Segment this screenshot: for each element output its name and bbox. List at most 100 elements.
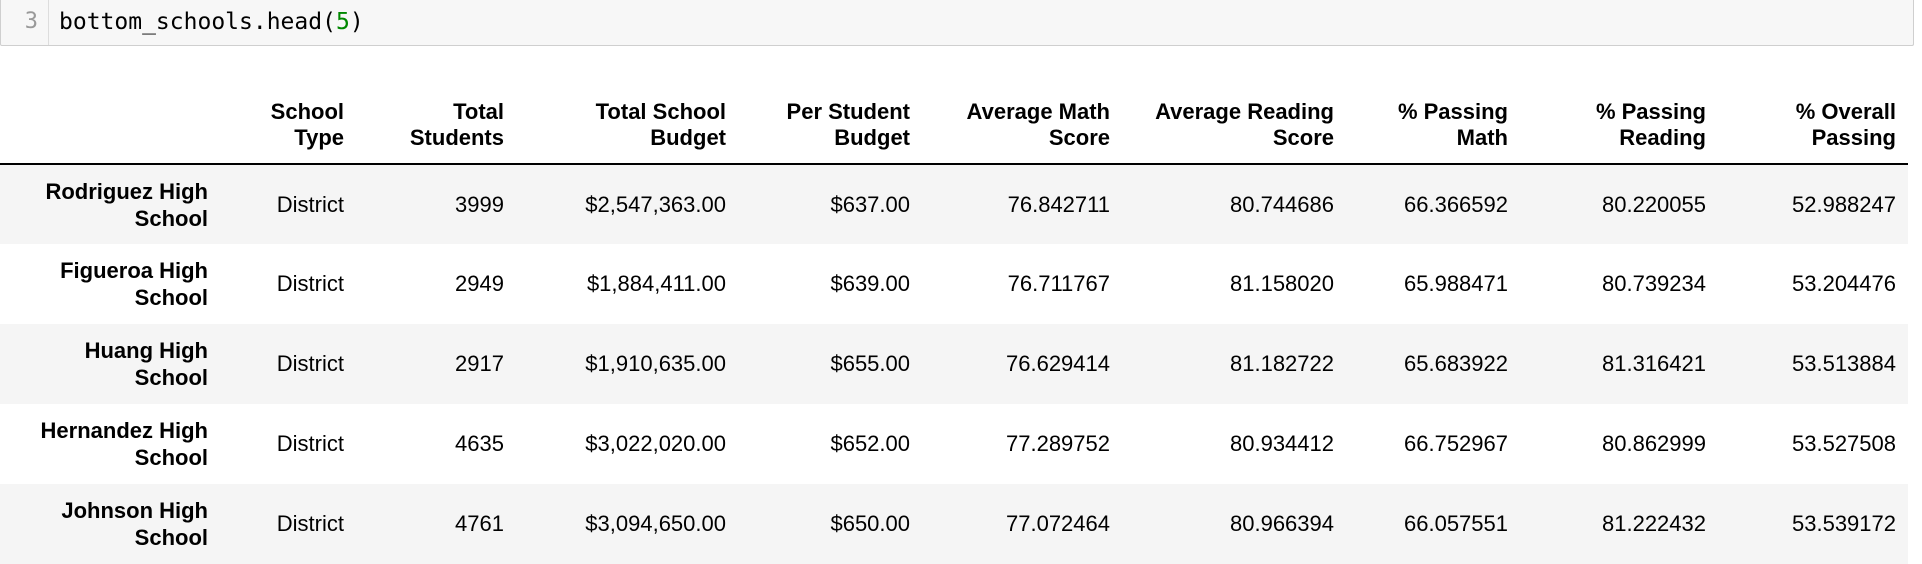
column-header-line: Average Reading [1155, 99, 1334, 124]
row-index: Hernandez High School [0, 404, 220, 484]
row-index: Figueroa High School [0, 244, 220, 324]
column-header-line: Students [409, 125, 504, 150]
table-cell: District [276, 511, 344, 536]
table-cell: 81.158020 [1230, 271, 1334, 296]
table-cell: 4761 [455, 511, 504, 536]
row-index-line: School [134, 525, 208, 550]
column-header-line: Score [1272, 125, 1334, 150]
table-row: Figueroa High School District 2949 $1,884,41… [0, 244, 1908, 324]
column-header-line: Score [1048, 125, 1110, 150]
column-header-line: Reading [1619, 125, 1706, 150]
column-header-line: Math [1456, 125, 1508, 150]
table-body: Rodriguez High School District 3999 $2,547,3… [0, 164, 1908, 564]
table-cell: $3,022,020.00 [585, 431, 726, 456]
row-index: Huang High School [0, 324, 220, 404]
row-index-line: Rodriguez High [45, 178, 208, 204]
column-header-line: Per Student [786, 99, 910, 124]
column-header-line: % Passing [1397, 99, 1508, 124]
table-cell: 77.289752 [1006, 431, 1110, 456]
column-header: Total Students [356, 92, 516, 165]
table-cell: District [276, 351, 344, 376]
cell-output: School Type Total Students Total School Budge… [0, 92, 1922, 564]
column-header: Per Student Budget [738, 92, 922, 165]
code-line[interactable]: bottom_schools.head(5) [59, 0, 364, 45]
table-cell: 53.513884 [1792, 351, 1896, 376]
table-cell: $655.00 [830, 351, 910, 376]
table-cell: $639.00 [830, 271, 910, 296]
line-number: 3 [1, 0, 49, 45]
table-cell: 80.220055 [1602, 191, 1706, 217]
column-header-line: Total School [595, 99, 726, 124]
table-row: Huang High School District 2917 $1,910,635.0… [0, 324, 1908, 404]
table-row: Rodriguez High School District 3999 $2,547,3… [0, 164, 1908, 244]
table-cell: District [276, 431, 344, 456]
table-cell: 53.539172 [1792, 511, 1896, 536]
table-cell: 2917 [455, 351, 504, 376]
row-index-line: School [134, 365, 208, 390]
table-cell: $2,547,363.00 [585, 191, 726, 217]
column-header: Average Math Score [922, 92, 1122, 165]
table-cell: 53.527508 [1792, 431, 1896, 456]
table-cell: 80.966394 [1230, 511, 1334, 536]
table-cell: 81.182722 [1230, 351, 1334, 376]
table-cell: $652.00 [830, 431, 910, 456]
table-cell: 81.222432 [1602, 511, 1706, 536]
table-row: Johnson High School District 4761 $3,094,650… [0, 484, 1908, 564]
table-cell: 81.316421 [1602, 351, 1706, 376]
column-header-line: Passing [1811, 125, 1896, 150]
table-cell: 66.752967 [1404, 431, 1508, 456]
table-cell: 2949 [455, 271, 504, 296]
code-argument: 5 [335, 9, 350, 35]
column-header: % Passing Reading [1520, 92, 1718, 165]
table-cell: 53.204476 [1792, 271, 1896, 296]
column-header-line: % Overall [1795, 99, 1896, 124]
column-header: % Passing Math [1346, 92, 1520, 165]
table-cell: $3,094,650.00 [585, 511, 726, 536]
header-row: School Type Total Students Total School Budge… [0, 92, 1908, 165]
table-cell: 77.072464 [1006, 511, 1110, 536]
table-cell: 66.366592 [1404, 191, 1508, 217]
row-index: Johnson High School [0, 484, 220, 564]
column-header: School Type [220, 92, 356, 165]
table-cell: 65.683922 [1404, 351, 1508, 376]
table-cell: 4635 [455, 431, 504, 456]
column-header-line: % Passing [1595, 99, 1706, 124]
index-header [0, 92, 220, 165]
table-cell: 52.988247 [1792, 191, 1896, 217]
column-header: % Overall Passing [1718, 92, 1908, 165]
column-header-line: School [270, 99, 344, 124]
row-index: Rodriguez High School [0, 164, 220, 244]
row-index-line: School [134, 445, 208, 470]
code-text-end: ) [349, 9, 364, 35]
table-cell: 76.711767 [1007, 271, 1110, 296]
code-cell-input[interactable]: 3 bottom_schools.head(5) [0, 0, 1914, 46]
table-cell: $1,910,635.00 [585, 351, 726, 376]
table-cell: 80.744686 [1230, 191, 1334, 217]
table-cell: 76.629414 [1006, 351, 1110, 376]
column-header-line: Budget [650, 125, 726, 150]
table-cell: District [276, 271, 344, 296]
table-header: School Type Total Students Total School Budge… [0, 92, 1908, 165]
column-header: Average Reading Score [1122, 92, 1346, 165]
column-header-line: Type [294, 125, 344, 150]
table-cell: 80.739234 [1602, 271, 1706, 296]
column-header-line: Total [453, 99, 504, 124]
table-cell: 3999 [455, 191, 504, 217]
code-text: bottom_schools.head( [59, 9, 336, 35]
row-index-line: Johnson High [61, 498, 208, 523]
table-cell: 66.057551 [1404, 511, 1508, 536]
table-cell: $650.00 [830, 511, 910, 536]
column-header: Total School Budget [516, 92, 738, 165]
table-cell: 76.842711 [1007, 191, 1110, 217]
table-cell: 80.934412 [1230, 431, 1334, 456]
table-row: Hernandez High School District 4635 $3,022,0… [0, 404, 1908, 484]
column-header-line: Average Math [966, 99, 1110, 124]
table-cell: 80.862999 [1602, 431, 1706, 456]
row-index-line: Hernandez High [40, 418, 208, 443]
row-index-line: Huang High [84, 338, 208, 363]
table-cell: District [276, 191, 344, 217]
dataframe-table: School Type Total Students Total School Budge… [0, 92, 1908, 564]
column-header-line: Budget [834, 125, 910, 150]
table-cell: 65.988471 [1404, 271, 1508, 296]
table-cell: $637.00 [830, 191, 910, 217]
